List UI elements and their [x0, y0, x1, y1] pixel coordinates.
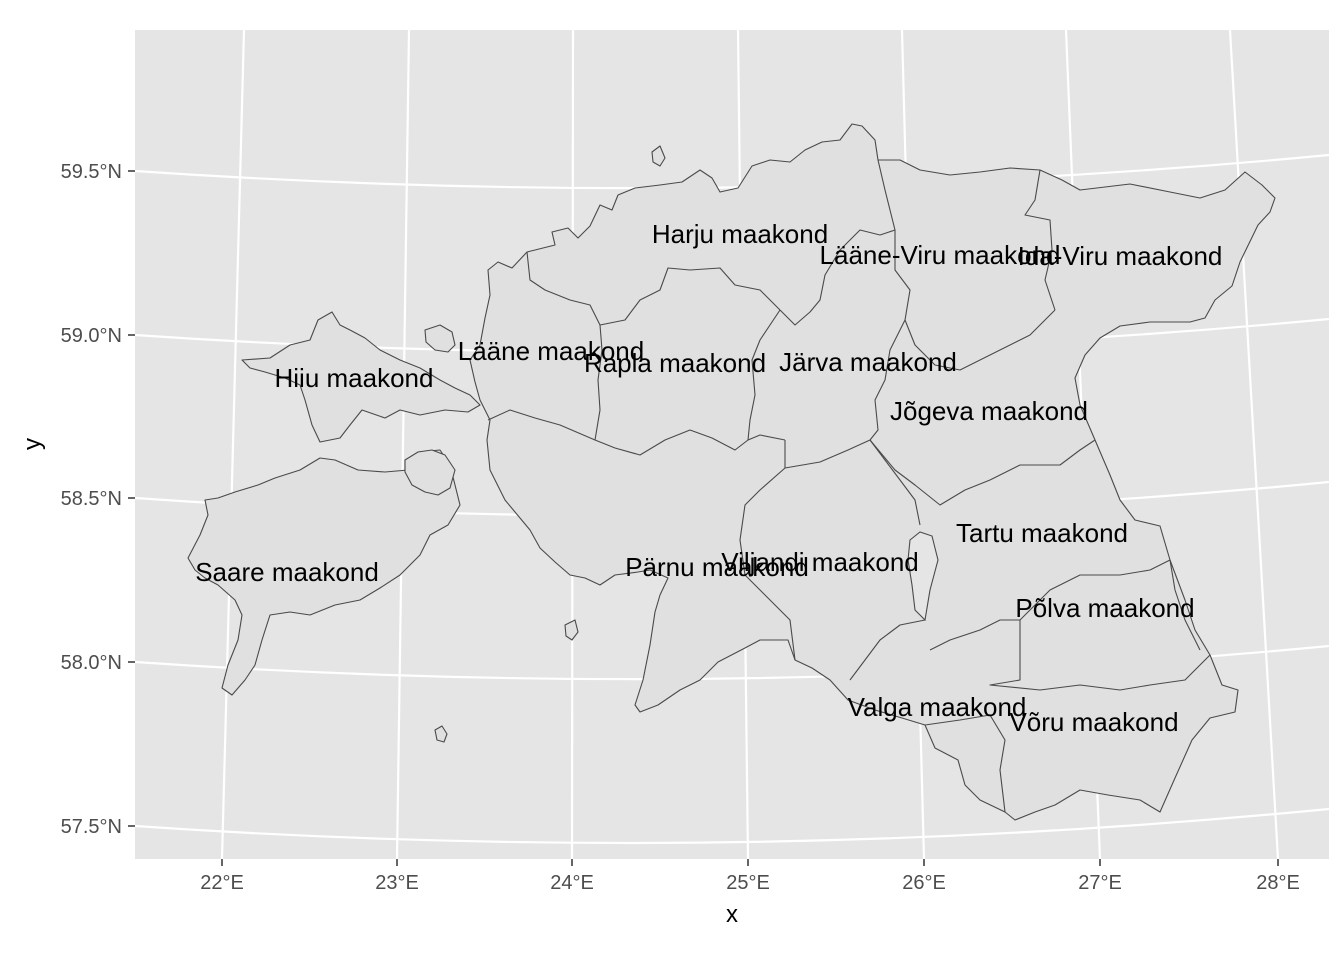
y-tick-label: 57.5°N: [61, 816, 122, 838]
vormsi-island: [424, 324, 456, 353]
region-label-rapla: Rapla maakond: [584, 348, 766, 378]
region-label-voru: Võru maakond: [1009, 707, 1178, 737]
ruhnu-island: [434, 725, 448, 743]
border-viljandi-tartu: [869, 439, 921, 526]
border-jogeva-tartu: [869, 439, 1096, 506]
y-tick-label: 58.5°N: [61, 488, 122, 510]
x-tick-label: 22°E: [200, 872, 244, 894]
x-axis-title: x: [726, 901, 738, 928]
x-tick-label: 26°E: [902, 872, 946, 894]
x-tick-label: 28°E: [1256, 872, 1300, 894]
meridian-22: [220, 30, 246, 859]
x-tick-label: 23°E: [375, 872, 419, 894]
border-valga-voru: [924, 714, 1006, 813]
region-label-jogeva: Jõgeva maakond: [890, 396, 1088, 426]
counties-layer: [187, 123, 1276, 821]
region-label-harju: Harju maakond: [652, 219, 828, 249]
border-harju-laane: [526, 251, 601, 326]
region-label-valga: Valga maakond: [848, 692, 1027, 722]
county-borders: [487, 159, 1211, 813]
region-label-hiiu: Hiiu maakond: [275, 363, 434, 393]
border-laane-viru-jogeva: [894, 230, 1056, 371]
border-laane-viru-ida-viru: [1024, 169, 1056, 311]
x-tick-label: 27°E: [1078, 872, 1122, 894]
peipsi-lake: [907, 531, 939, 622]
border-jarva-east: [869, 319, 906, 441]
county-labels: Harju maakond Lääne-Viru maakond Ida-Vir…: [195, 219, 1222, 737]
border-polva-east: [1169, 559, 1201, 651]
border-viljandi-valga: [849, 619, 926, 681]
region-label-jarva: Järva maakond: [779, 347, 957, 377]
region-label-ida-viru: Ida-Viru maakond: [1018, 241, 1223, 271]
naissaar-island: [651, 145, 666, 167]
region-label-viljandi: Viljandi maakond: [721, 547, 919, 577]
border-jarva-west: [747, 309, 786, 441]
region-label-polva: Põlva maakond: [1015, 593, 1194, 623]
border-jarva-viljandi: [784, 439, 871, 469]
y-axis: 59.5°N 59.0°N 58.5°N 58.0°N 57.5°N: [61, 161, 135, 838]
border-rapla-south: [594, 324, 749, 456]
parallel-57-5: [135, 807, 1329, 845]
kihnu-island: [564, 619, 579, 641]
region-label-saare: Saare maakond: [195, 557, 379, 587]
border-parnu-viljandi: [739, 467, 796, 661]
x-axis: 22°E 23°E 24°E 25°E 26°E 27°E 28°E: [200, 859, 1300, 894]
border-polva-voru: [989, 620, 1211, 691]
border-laane-viru-west: [877, 159, 896, 231]
region-label-laane-viru: Lääne-Viru maakond: [820, 240, 1061, 270]
muhu-island: [404, 449, 456, 496]
hiiu-island: [241, 311, 481, 443]
border-harju-rapla: [599, 267, 781, 326]
parallel-59-5: [135, 153, 1329, 190]
mainland-outline: [469, 123, 1276, 821]
border-harju-laane-viru: [779, 229, 896, 326]
y-tick-label: 59.0°N: [61, 325, 122, 347]
region-label-parnu: Pärnu maakond: [625, 552, 809, 582]
x-tick-label: 25°E: [726, 872, 770, 894]
meridian-28: [1228, 30, 1280, 859]
x-tick-label: 24°E: [550, 872, 594, 894]
y-axis-title: y: [19, 438, 46, 450]
y-tick-label: 59.5°N: [61, 161, 122, 183]
y-tick-label: 58.0°N: [61, 652, 122, 674]
region-label-laane: Lääne maakond: [458, 336, 644, 366]
region-label-tartu: Tartu maakond: [956, 518, 1128, 548]
meridian-23: [395, 30, 411, 859]
border-tartu-polva: [929, 559, 1171, 651]
saare-island: [187, 449, 461, 696]
border-laane-parnu: [487, 409, 596, 441]
